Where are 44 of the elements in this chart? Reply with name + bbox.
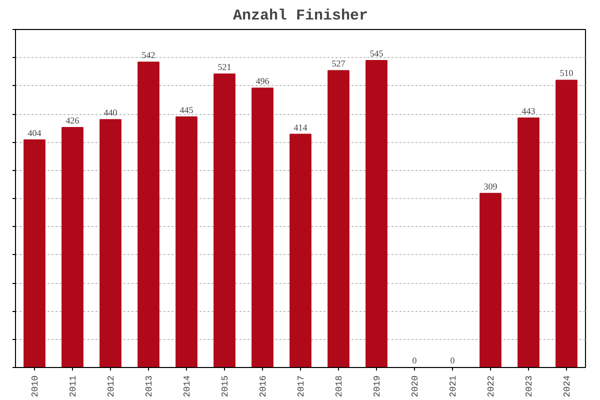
data-label: 309 [484, 181, 498, 192]
bar [24, 139, 46, 368]
data-label: 404 [28, 128, 42, 138]
x-tick-label: 2014 [182, 375, 192, 398]
data-label: 496 [256, 76, 270, 86]
data-label: 521 [218, 62, 232, 72]
x-tick-label: 2010 [30, 375, 40, 398]
data-label: 445 [180, 104, 194, 115]
x-tick-label: 2023 [524, 375, 534, 398]
x-tick-label: 2024 [562, 375, 572, 398]
data-label: 0 [450, 356, 456, 366]
x-tick-label: 2013 [144, 375, 154, 398]
bar [366, 60, 388, 368]
data-label: 510 [560, 68, 574, 78]
bar [480, 192, 502, 368]
x-tick-label: 2011 [68, 375, 78, 398]
x-tick-label: 2021 [448, 375, 458, 398]
data-label: 527 [332, 58, 346, 69]
data-label: 545 [370, 48, 384, 58]
bar [252, 88, 274, 368]
x-tick-label: 2017 [296, 375, 306, 398]
x-tick-label: 2012 [106, 375, 116, 398]
data-label: 414 [294, 122, 308, 132]
bar [176, 116, 198, 368]
bar [290, 134, 312, 368]
bar [100, 119, 122, 368]
data-label: 0 [412, 356, 418, 366]
x-tick-label: 2016 [258, 375, 268, 398]
bar [556, 80, 578, 368]
bar [214, 74, 236, 368]
x-tick-label: 2018 [334, 375, 344, 398]
x-tick-label: 2022 [486, 375, 496, 398]
bar [138, 62, 160, 368]
bar [518, 117, 540, 368]
bar [62, 127, 84, 368]
x-tick-label: 2019 [372, 375, 382, 398]
bar [328, 70, 350, 368]
x-tick-label: 2020 [410, 375, 420, 398]
data-label: 426 [66, 116, 80, 126]
x-tick-label: 2015 [220, 375, 230, 398]
data-label: 542 [142, 50, 156, 60]
data-label: 443 [522, 106, 536, 116]
chart-title: Anzahl Finisher [232, 8, 368, 24]
data-label: 440 [104, 108, 118, 118]
